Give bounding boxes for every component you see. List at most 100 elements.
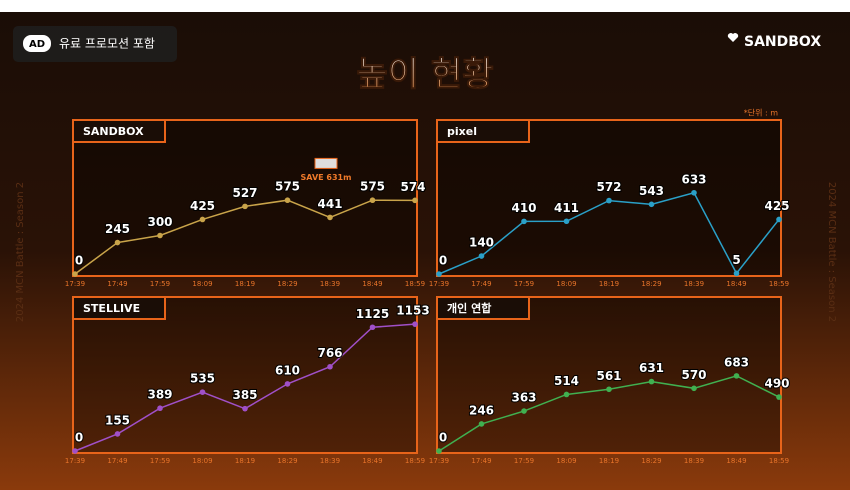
point	[606, 197, 612, 204]
value-label: 514	[554, 374, 579, 388]
panel	[436, 296, 782, 454]
value-label: 0	[75, 254, 83, 268]
point	[72, 271, 78, 277]
point	[648, 378, 655, 385]
value-label: 1153	[396, 304, 429, 318]
unit-note: *단위 : m	[744, 108, 779, 118]
point	[327, 214, 333, 221]
value-label: 425	[190, 199, 215, 213]
point	[369, 324, 376, 331]
side-label: 2024 MCN Battle : Season 2	[826, 182, 837, 322]
value-label: 633	[681, 172, 706, 186]
x-tick-label: 18:59	[405, 280, 425, 288]
point	[521, 218, 527, 225]
point	[478, 253, 485, 259]
value-label: 575	[275, 180, 300, 194]
point	[648, 201, 655, 208]
x-tick-label: 17:59	[514, 280, 534, 288]
x-tick-label: 18:09	[556, 457, 576, 465]
annotation: SAVE 631m	[301, 173, 352, 182]
point	[412, 197, 418, 204]
value-label: 246	[469, 403, 494, 417]
side-label: 2024 MCN Battle : Season 2	[15, 182, 26, 322]
value-label: 140	[469, 236, 494, 250]
value-label: 543	[639, 184, 664, 198]
x-tick-label: 17:59	[150, 457, 170, 465]
x-tick-label: 18:19	[599, 457, 619, 465]
annotation-icon	[314, 157, 338, 169]
panel-tab	[72, 119, 166, 143]
x-tick-label: 17:49	[107, 280, 127, 288]
value-label: 490	[764, 377, 789, 391]
x-tick-label: 18:49	[726, 280, 746, 288]
point	[733, 270, 740, 277]
value-label: 245	[105, 222, 130, 236]
brand: SANDBOX	[744, 34, 821, 50]
panel-tab	[436, 119, 530, 143]
panel	[72, 119, 418, 277]
x-tick-label: 18:59	[405, 457, 425, 465]
background	[0, 12, 850, 490]
point	[199, 389, 206, 395]
x-tick-label: 18:19	[599, 280, 619, 288]
value-label: 5	[732, 253, 740, 267]
panel-title: 개인 연합	[447, 301, 491, 315]
x-tick-label: 17:39	[65, 280, 85, 288]
point	[436, 448, 442, 454]
point	[114, 431, 121, 437]
x-tick-label: 17:39	[429, 457, 449, 465]
x-tick-label: 18:09	[192, 280, 212, 288]
point	[157, 232, 163, 239]
point	[606, 386, 612, 393]
point	[369, 197, 376, 204]
x-tick-label: 18:49	[726, 457, 746, 465]
page-title: 높이 현황	[357, 55, 494, 95]
panel-tab	[72, 296, 166, 320]
x-tick-label: 17:49	[471, 457, 491, 465]
ad-badge[interactable]: AD 유료 프로모션 포함	[13, 26, 177, 62]
point	[521, 408, 527, 414]
value-label: 425	[764, 199, 789, 213]
x-tick-label: 18:39	[320, 457, 340, 465]
value-label: 410	[511, 201, 536, 215]
point	[114, 239, 121, 246]
point	[563, 218, 570, 225]
point	[72, 448, 78, 454]
point	[478, 421, 485, 427]
x-tick-label: 17:39	[429, 280, 449, 288]
panel-title: SANDBOX	[83, 125, 144, 138]
panel-title: STELLIVE	[83, 302, 140, 315]
value-label: 0	[439, 254, 447, 268]
panel-tab	[436, 296, 530, 320]
x-tick-label: 18:29	[277, 457, 297, 465]
x-tick-label: 18:19	[235, 280, 255, 288]
point	[242, 405, 248, 412]
brand-heart	[727, 33, 739, 42]
value-label: 683	[724, 355, 749, 369]
value-label: 570	[681, 368, 706, 382]
value-label: 535	[190, 372, 215, 386]
x-tick-label: 18:29	[641, 280, 661, 288]
value-label: 389	[147, 388, 172, 402]
point	[436, 271, 442, 277]
x-tick-label: 18:49	[362, 280, 382, 288]
point	[776, 216, 782, 223]
value-label: 1125	[356, 307, 389, 321]
value-label: 527	[232, 186, 257, 200]
x-tick-label: 17:49	[471, 280, 491, 288]
x-tick-label: 18:09	[556, 280, 576, 288]
value-label: 561	[596, 369, 621, 383]
x-tick-label: 18:39	[320, 280, 340, 288]
x-tick-label: 18:19	[235, 457, 255, 465]
panel-title: pixel	[447, 125, 477, 138]
point	[242, 203, 248, 210]
value-label: 631	[639, 361, 664, 375]
point	[327, 363, 333, 370]
value-label: 155	[105, 413, 130, 427]
value-label: 0	[75, 431, 83, 445]
value-label: 574	[400, 180, 425, 194]
value-label: 441	[317, 197, 342, 211]
point	[157, 405, 163, 412]
value-label: 575	[360, 180, 385, 194]
